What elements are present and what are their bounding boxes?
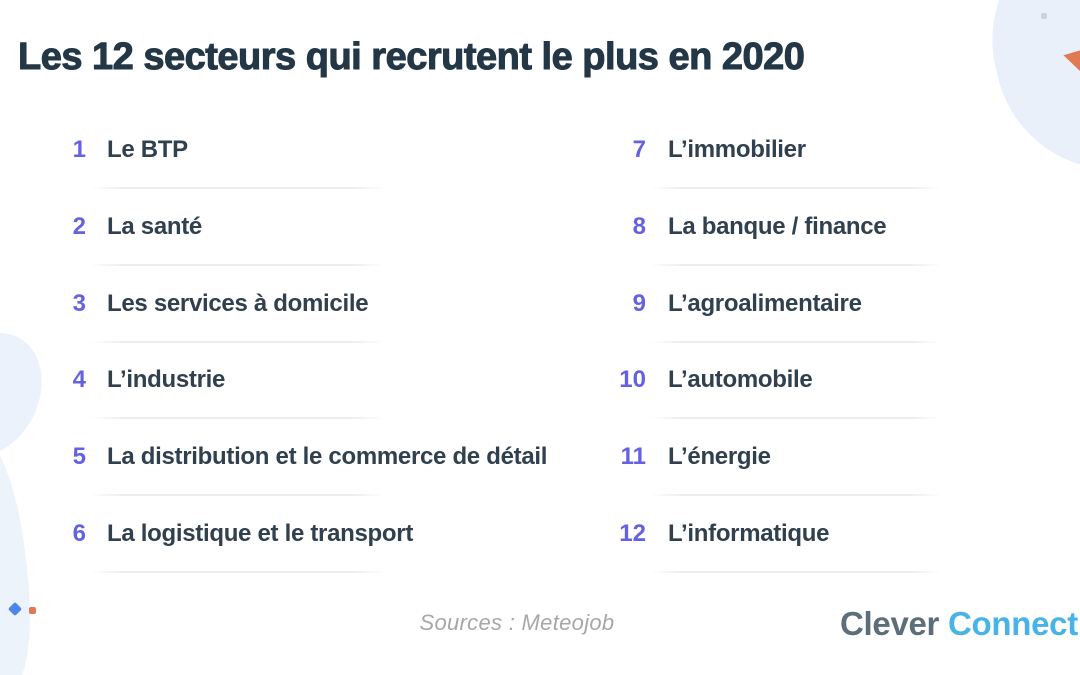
- list-item: 10 L’automobile: [610, 358, 950, 435]
- logo-text-clever: Clever: [840, 605, 940, 642]
- list-item: 3 Les services à domicile: [58, 282, 393, 359]
- item-divider: [650, 263, 942, 266]
- item-number: 1: [72, 136, 86, 163]
- item-label: La banque / finance: [668, 212, 887, 240]
- item-divider: [650, 494, 942, 497]
- item-label: La distribution et le commerce de détail: [107, 443, 548, 471]
- left-blob-decoration: [0, 426, 42, 675]
- item-label: Les services à domicile: [107, 289, 369, 317]
- page-title: Les 12 secteurs qui recrutent le plus en…: [17, 36, 805, 79]
- item-divider: [650, 570, 942, 573]
- sources-text: Sources : Meteojob: [419, 610, 615, 635]
- left-blob-decoration: [0, 314, 63, 476]
- list-item: 6 La logistique et le transport: [58, 512, 413, 589]
- item-divider: [90, 340, 385, 343]
- list-item: 9 L’agroalimentaire: [610, 282, 950, 359]
- list-item: 12 L’informatique: [610, 512, 950, 589]
- item-label: L’agroalimentaire: [668, 289, 862, 317]
- item-label: La santé: [107, 212, 202, 240]
- corner-blob-decoration: [966, 0, 1080, 196]
- item-divider: [90, 417, 385, 420]
- item-number: 10: [619, 366, 646, 394]
- item-label: Le BTP: [107, 136, 188, 163]
- item-number: 12: [619, 519, 646, 547]
- item-divider: [650, 340, 942, 343]
- list-item: 11 L’énergie: [610, 435, 950, 512]
- item-number: 11: [620, 443, 646, 471]
- item-label: L’énergie: [668, 443, 771, 471]
- item-divider: [90, 494, 385, 497]
- list-item: 5 La distribution et le commerce de déta…: [58, 435, 547, 512]
- item-label: L’industrie: [107, 366, 226, 394]
- item-number: 6: [72, 519, 86, 547]
- item-divider: [90, 570, 385, 573]
- list-item: 7 L’immobilier: [610, 128, 950, 205]
- item-number: 3: [72, 289, 86, 317]
- list-item: 1 Le BTP: [58, 128, 393, 205]
- sector-list-left-column: 1 Le BTP 2 La santé 3 Les services à dom…: [58, 128, 547, 589]
- cleverconnect-logo: Clever Connect: [840, 605, 1078, 643]
- item-number: 4: [72, 366, 86, 394]
- item-number: 9: [632, 289, 646, 317]
- orange-square-decoration: [29, 607, 36, 614]
- gray-dot-decoration: [1041, 13, 1047, 19]
- logo-text-connect: Connect: [947, 605, 1078, 642]
- item-label: La logistique et le transport: [107, 519, 414, 547]
- item-label: L’automobile: [668, 366, 813, 394]
- item-number: 2: [72, 212, 86, 240]
- item-number: 8: [632, 212, 646, 240]
- item-label: L’immobilier: [668, 136, 806, 163]
- sector-list-right-column: 7 L’immobilier 8 La banque / finance 9 L…: [610, 128, 950, 589]
- item-number: 5: [72, 443, 86, 471]
- item-divider: [90, 263, 385, 266]
- item-label: L’informatique: [668, 519, 830, 547]
- list-item: 8 La banque / finance: [610, 205, 950, 282]
- item-divider: [650, 417, 942, 420]
- item-divider: [90, 187, 385, 189]
- item-number: 7: [632, 136, 646, 163]
- item-divider: [650, 187, 942, 189]
- list-item: 2 La santé: [58, 205, 393, 282]
- list-item: 4 L’industrie: [58, 358, 393, 435]
